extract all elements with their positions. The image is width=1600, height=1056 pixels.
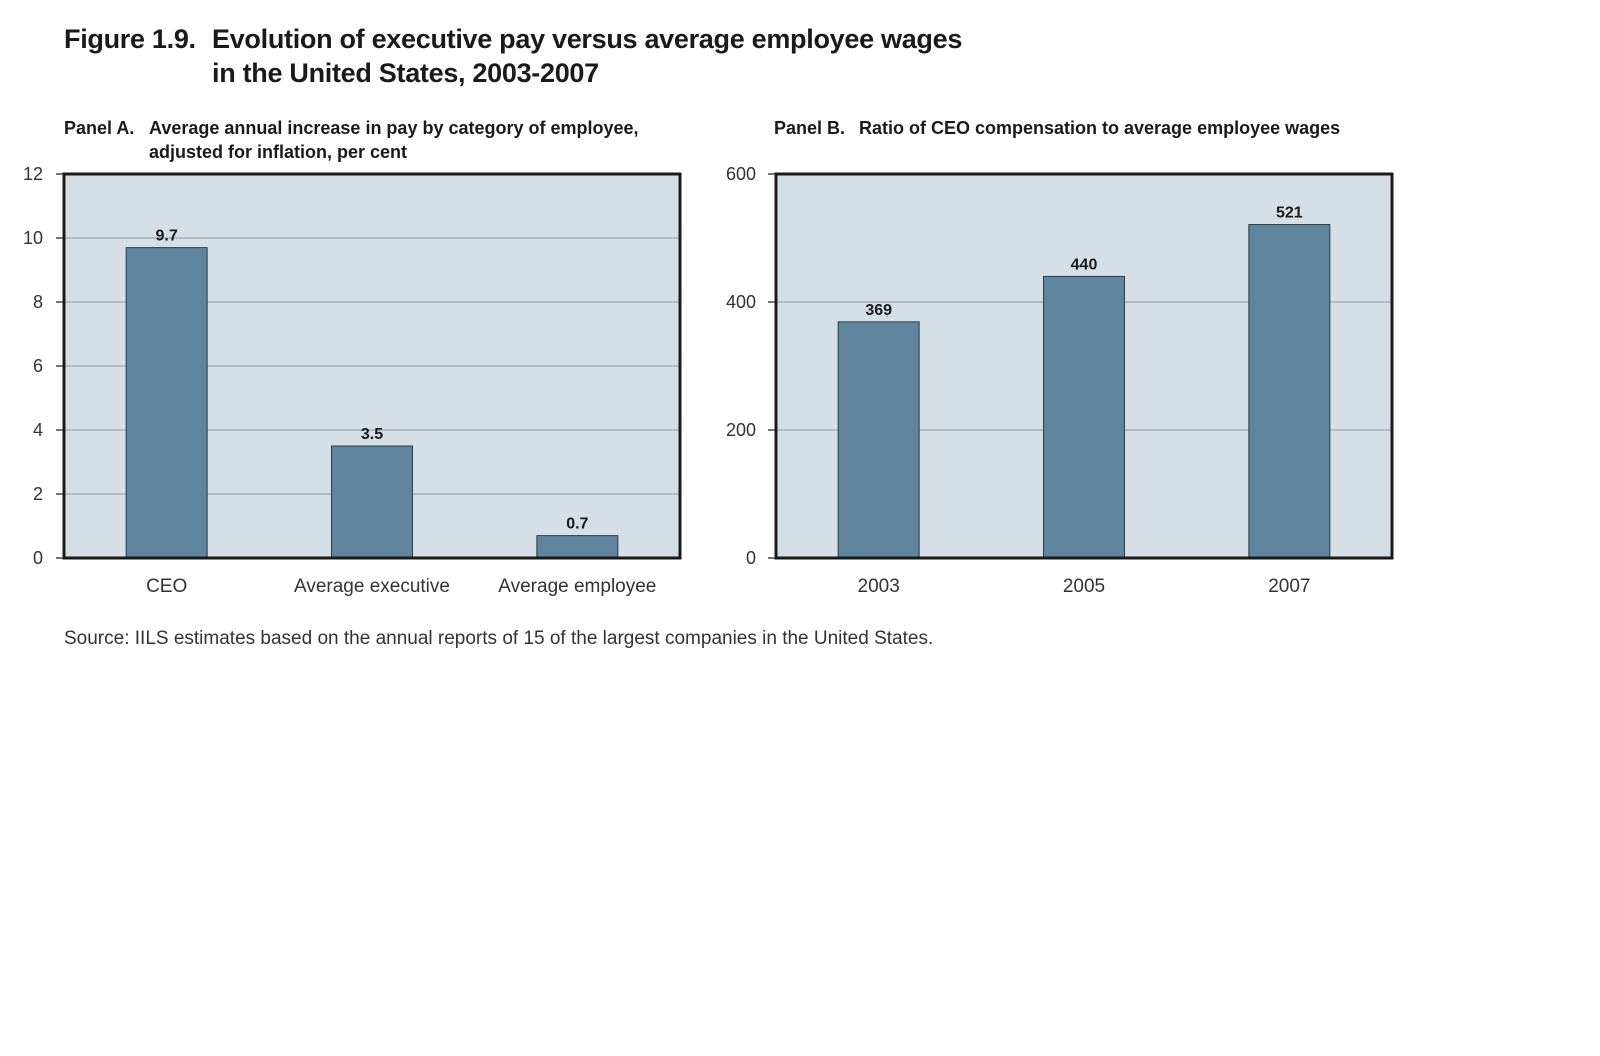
- x-category-label: 2007: [1268, 576, 1310, 597]
- panel-a-title-line1: Average annual increase in pay by catego…: [149, 118, 639, 138]
- x-category-label: Average employee: [498, 576, 656, 597]
- panel-a-lead: Panel A.: [64, 118, 135, 138]
- x-category-label: Average executive: [294, 576, 450, 597]
- panel-a-chart: 0 2 4 6 8 10 12 9.7 CEO 3.5 Average executive 0.7 Av…: [23, 164, 682, 597]
- panel-a-title-line2: adjusted for inflation, per cent: [149, 142, 408, 162]
- x-category-label: 2005: [1063, 576, 1105, 597]
- bar: [1043, 275, 1125, 559]
- x-category-label: CEO: [146, 576, 187, 597]
- y-tick-label: 400: [726, 292, 756, 312]
- y-tick-label: 0: [746, 548, 756, 568]
- bar: [536, 535, 619, 559]
- data-label: 521: [1276, 205, 1303, 222]
- plot-frame: [774, 172, 1394, 560]
- bar: [1248, 224, 1331, 559]
- figure-title-line1: Evolution of executive pay versus averag…: [212, 24, 963, 54]
- figure-number: Figure 1.9.: [64, 24, 196, 54]
- data-label: 440: [1071, 256, 1098, 273]
- data-label: 9.7: [156, 228, 178, 245]
- panel-b-chart: 0 200 400 600 369 2003 440 2005 521 2007: [726, 164, 1394, 597]
- y-tick-label: 12: [23, 164, 43, 184]
- y-tick-label: 6: [33, 356, 43, 376]
- data-label: 0.7: [566, 516, 588, 533]
- y-tick-label: 200: [726, 420, 756, 440]
- data-label: 369: [865, 302, 892, 319]
- y-tick-label: 10: [23, 228, 43, 248]
- data-label: 3.5: [361, 426, 383, 443]
- y-tick-label: 4: [33, 420, 43, 440]
- figure-title-line2: in the United States, 2003-2007: [212, 58, 599, 88]
- figure-title: Figure 1.9. Evolution of executive pay ve…: [64, 22, 962, 90]
- panel-b-title: Panel B. Ratio of CEO compensation to ave…: [774, 116, 1340, 140]
- y-tick-label: 8: [33, 292, 43, 312]
- y-tick-label: 0: [33, 548, 43, 568]
- panel-a-title: Panel A. Average annual increase in pay b…: [64, 116, 639, 164]
- bar: [331, 445, 413, 559]
- panel-b-title-line1: Ratio of CEO compensation to average emp…: [859, 118, 1341, 138]
- bar: [125, 247, 208, 559]
- y-tick-label: 2: [33, 484, 43, 504]
- bar: [837, 321, 920, 559]
- panel-b-lead: Panel B.: [774, 118, 846, 138]
- plot-frame: [62, 172, 682, 560]
- x-category-label: 2003: [858, 576, 900, 597]
- source-note: Source: IILS estimates based on the annu…: [64, 628, 934, 649]
- y-tick-label: 600: [726, 164, 756, 184]
